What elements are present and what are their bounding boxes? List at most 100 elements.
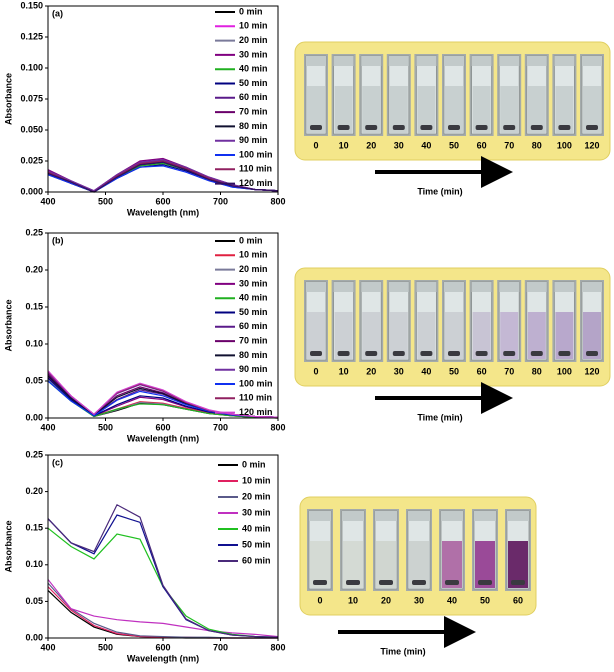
y-tick-label: 0.10 [25, 338, 43, 348]
series-line [47, 161, 279, 193]
cuvette-cap [306, 282, 326, 292]
liquid [527, 312, 546, 359]
time-label: 0 [313, 366, 318, 376]
liquid [472, 86, 491, 133]
x-tick-label: 500 [98, 196, 113, 206]
y-axis-label: Absorbance [3, 520, 13, 572]
time-label: 70 [504, 366, 514, 376]
liquid [362, 312, 381, 359]
stir-bar [530, 125, 543, 130]
cuvette-cap [444, 56, 464, 66]
stir-bar [586, 351, 598, 356]
liquid [389, 312, 408, 359]
cuvette-cap [388, 282, 409, 292]
x-tick-label: 400 [40, 642, 55, 652]
time-label: 0 [317, 595, 322, 605]
legend-label: 20 min [239, 264, 268, 274]
cuvette-cap [526, 56, 547, 66]
legend-label: 60 min [242, 555, 271, 565]
stir-bar [448, 351, 460, 356]
x-axis-label: Wavelength (nm) [127, 207, 199, 217]
y-tick-label: 0.150 [20, 0, 43, 10]
time-label: 50 [480, 595, 490, 605]
time-label: 50 [449, 140, 459, 150]
series-line [47, 159, 279, 192]
liquid [445, 312, 463, 359]
y-tick-label: 0.050 [20, 124, 43, 134]
cuvette-cap [408, 511, 430, 521]
x-tick-label: 600 [155, 196, 170, 206]
stir-bar [420, 125, 433, 130]
stir-bar [503, 351, 516, 356]
x-tick-label: 400 [40, 422, 55, 432]
stir-bar [310, 351, 322, 356]
time-caption: Time (min) [380, 646, 425, 656]
time-label: 20 [366, 140, 376, 150]
legend-label: 50 min [239, 78, 268, 88]
time-label: 120 [584, 140, 599, 150]
legend-label: 100 min [239, 378, 273, 388]
time-label: 40 [421, 366, 431, 376]
cuvette-cap [582, 282, 602, 292]
legend-label: 0 min [239, 235, 263, 245]
x-tick-label: 800 [270, 642, 285, 652]
cuvette-cap [526, 282, 547, 292]
stir-bar [392, 351, 405, 356]
liquid [583, 86, 601, 133]
legend-label: 90 min [239, 135, 268, 145]
stir-bar [558, 125, 571, 130]
legend-label: 30 min [239, 49, 268, 59]
liquid [409, 541, 429, 588]
y-tick-label: 0.00 [25, 632, 43, 642]
legend-label: 60 min [239, 92, 268, 102]
legend-label: 40 min [239, 293, 268, 303]
cuvette-cap [375, 511, 397, 521]
stir-bar [365, 351, 378, 356]
panel-label: (a) [52, 8, 63, 18]
liquid [527, 86, 546, 133]
y-tick-label: 0.075 [20, 93, 43, 103]
stir-bar [511, 580, 525, 585]
stir-bar [503, 125, 516, 130]
liquid [417, 86, 436, 133]
y-tick-label: 0.000 [20, 186, 43, 196]
legend-label: 30 min [242, 507, 271, 517]
time-label: 30 [394, 140, 404, 150]
cuvette-cap [582, 56, 602, 66]
legend-label: 60 min [239, 321, 268, 331]
cuvette-cap [388, 56, 409, 66]
liquid [307, 86, 325, 133]
y-tick-label: 0.20 [25, 264, 43, 274]
stir-bar [337, 125, 350, 130]
time-label: 80 [532, 366, 542, 376]
time-label: 0 [313, 140, 318, 150]
stir-bar [448, 125, 460, 130]
cuvette-cap [444, 282, 464, 292]
time-caption: Time (min) [417, 412, 462, 422]
x-tick-label: 700 [213, 642, 228, 652]
series-line [47, 370, 279, 418]
liquid [334, 312, 353, 359]
time-label: 20 [381, 595, 391, 605]
stir-bar [365, 125, 378, 130]
legend-label: 0 min [242, 459, 266, 469]
x-tick-label: 500 [98, 642, 113, 652]
stir-bar [346, 580, 360, 585]
cuvette-cap [416, 56, 437, 66]
series-line [47, 582, 278, 639]
cuvette-cap [474, 511, 496, 521]
legend-label: 120 min [239, 178, 273, 188]
panel-label: (b) [52, 235, 64, 245]
legend-label: 120 min [239, 407, 273, 417]
time-label: 60 [477, 140, 487, 150]
liquid [389, 86, 408, 133]
x-tick-label: 500 [98, 422, 113, 432]
liquid [583, 312, 601, 359]
cuvette-cap [416, 282, 437, 292]
cuvette-cap [333, 56, 354, 66]
liquid [475, 541, 495, 588]
stir-bar [475, 125, 488, 130]
x-axis-label: Wavelength (nm) [127, 433, 199, 443]
cuvette-cap [554, 56, 575, 66]
legend-label: 40 min [242, 523, 271, 533]
